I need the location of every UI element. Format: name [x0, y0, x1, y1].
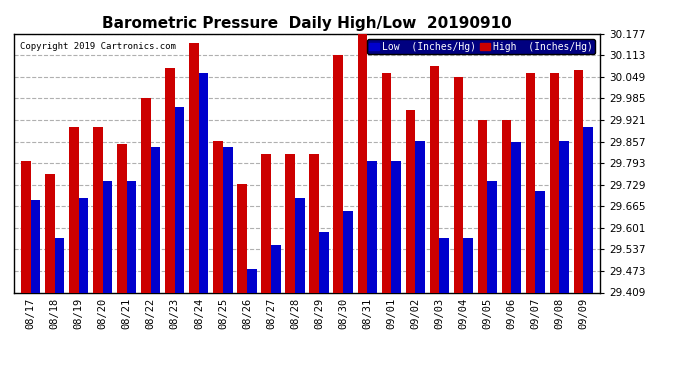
Bar: [55, 238, 64, 292]
Bar: [117, 144, 127, 292]
Bar: [21, 161, 30, 292]
Text: Copyright 2019 Cartronics.com: Copyright 2019 Cartronics.com: [19, 42, 175, 51]
Bar: [511, 142, 521, 292]
Bar: [199, 73, 208, 292]
Bar: [415, 141, 425, 292]
Bar: [440, 238, 449, 292]
Bar: [262, 154, 271, 292]
Bar: [271, 245, 281, 292]
Bar: [247, 268, 257, 292]
Bar: [535, 191, 545, 292]
Bar: [343, 211, 353, 292]
Bar: [382, 73, 391, 292]
Bar: [93, 127, 103, 292]
Bar: [45, 174, 55, 292]
Bar: [574, 70, 584, 292]
Bar: [237, 184, 247, 292]
Bar: [454, 77, 463, 292]
Bar: [141, 99, 151, 292]
Bar: [30, 200, 40, 292]
Bar: [477, 120, 487, 292]
Bar: [319, 231, 328, 292]
Bar: [487, 181, 497, 292]
Title: Barometric Pressure  Daily High/Low  20190910: Barometric Pressure Daily High/Low 20190…: [102, 16, 512, 31]
Bar: [69, 127, 79, 292]
Bar: [151, 147, 160, 292]
Bar: [406, 110, 415, 292]
Bar: [526, 73, 535, 292]
Bar: [391, 161, 401, 292]
Bar: [127, 181, 137, 292]
Bar: [584, 127, 593, 292]
Bar: [550, 73, 560, 292]
Bar: [560, 141, 569, 292]
Bar: [463, 238, 473, 292]
Bar: [357, 34, 367, 292]
Bar: [295, 198, 305, 292]
Bar: [367, 161, 377, 292]
Bar: [175, 107, 184, 292]
Bar: [79, 198, 88, 292]
Bar: [309, 154, 319, 292]
Bar: [430, 66, 440, 292]
Bar: [333, 56, 343, 292]
Bar: [213, 141, 223, 292]
Bar: [165, 68, 175, 292]
Legend: Low  (Inches/Hg), High  (Inches/Hg): Low (Inches/Hg), High (Inches/Hg): [366, 39, 595, 54]
Bar: [286, 154, 295, 292]
Bar: [223, 147, 233, 292]
Bar: [189, 43, 199, 292]
Bar: [502, 120, 511, 292]
Bar: [103, 181, 112, 292]
